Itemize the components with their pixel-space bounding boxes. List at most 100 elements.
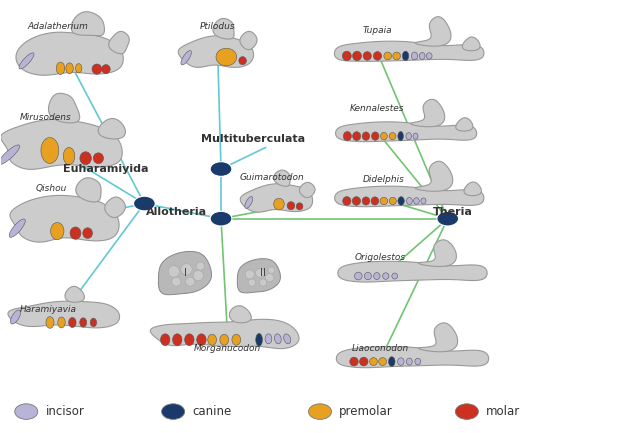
Ellipse shape xyxy=(381,132,387,140)
Ellipse shape xyxy=(362,132,370,140)
Ellipse shape xyxy=(208,334,216,345)
Ellipse shape xyxy=(389,197,396,205)
Ellipse shape xyxy=(370,358,378,365)
Polygon shape xyxy=(179,36,253,68)
Polygon shape xyxy=(300,182,315,197)
Text: Qishou: Qishou xyxy=(36,184,67,193)
Ellipse shape xyxy=(186,277,195,286)
Ellipse shape xyxy=(379,358,387,365)
Ellipse shape xyxy=(76,64,82,73)
Ellipse shape xyxy=(80,318,86,327)
Polygon shape xyxy=(419,323,458,352)
Ellipse shape xyxy=(9,219,26,237)
Text: Multituberculata: Multituberculata xyxy=(201,134,305,144)
Polygon shape xyxy=(1,120,122,169)
Polygon shape xyxy=(415,17,451,46)
Polygon shape xyxy=(65,286,84,302)
Ellipse shape xyxy=(46,317,54,328)
Ellipse shape xyxy=(173,334,182,346)
Ellipse shape xyxy=(383,273,389,279)
Ellipse shape xyxy=(10,310,20,324)
Ellipse shape xyxy=(353,132,361,141)
Polygon shape xyxy=(49,94,80,123)
Polygon shape xyxy=(462,37,480,51)
Ellipse shape xyxy=(70,227,81,239)
Circle shape xyxy=(308,404,332,419)
Text: Liaoconodon: Liaoconodon xyxy=(352,344,410,352)
Circle shape xyxy=(15,404,38,419)
Polygon shape xyxy=(213,19,234,39)
Ellipse shape xyxy=(380,197,388,205)
Ellipse shape xyxy=(232,334,241,345)
Ellipse shape xyxy=(398,197,404,205)
Ellipse shape xyxy=(412,52,418,60)
Polygon shape xyxy=(456,118,473,131)
Ellipse shape xyxy=(274,198,284,210)
Ellipse shape xyxy=(372,132,379,140)
Ellipse shape xyxy=(406,197,412,204)
Polygon shape xyxy=(16,32,124,75)
Ellipse shape xyxy=(56,62,65,74)
Ellipse shape xyxy=(80,152,92,165)
Ellipse shape xyxy=(355,272,362,280)
Ellipse shape xyxy=(413,133,418,139)
Ellipse shape xyxy=(255,268,265,278)
Ellipse shape xyxy=(352,197,360,205)
Polygon shape xyxy=(411,99,445,127)
Ellipse shape xyxy=(268,267,275,274)
Ellipse shape xyxy=(406,132,412,140)
Ellipse shape xyxy=(296,203,303,210)
Circle shape xyxy=(210,162,232,176)
Polygon shape xyxy=(338,262,487,282)
Polygon shape xyxy=(71,12,104,36)
Ellipse shape xyxy=(90,318,97,327)
Ellipse shape xyxy=(363,52,371,60)
Text: I: I xyxy=(184,268,188,278)
Text: II: II xyxy=(260,268,266,278)
Ellipse shape xyxy=(83,228,92,239)
Ellipse shape xyxy=(371,197,379,205)
Ellipse shape xyxy=(181,51,191,65)
Ellipse shape xyxy=(403,51,409,61)
Ellipse shape xyxy=(426,53,432,59)
Ellipse shape xyxy=(102,65,110,74)
Ellipse shape xyxy=(66,63,74,74)
Text: Haramiyavia: Haramiyavia xyxy=(20,305,77,314)
Ellipse shape xyxy=(239,57,246,65)
Polygon shape xyxy=(274,170,290,186)
Ellipse shape xyxy=(51,223,64,240)
Circle shape xyxy=(437,211,459,226)
Ellipse shape xyxy=(216,48,237,66)
Polygon shape xyxy=(76,178,101,202)
Text: premolar: premolar xyxy=(339,405,393,418)
Ellipse shape xyxy=(266,274,274,282)
Ellipse shape xyxy=(168,266,179,277)
Ellipse shape xyxy=(284,334,291,344)
Text: molar: molar xyxy=(486,405,520,418)
Circle shape xyxy=(162,404,184,419)
Ellipse shape xyxy=(349,357,358,366)
Ellipse shape xyxy=(193,270,204,281)
Polygon shape xyxy=(415,161,452,191)
Ellipse shape xyxy=(342,51,351,61)
Polygon shape xyxy=(10,195,119,242)
Polygon shape xyxy=(150,319,299,349)
Text: Origolestos: Origolestos xyxy=(355,253,406,262)
Ellipse shape xyxy=(342,197,351,205)
Ellipse shape xyxy=(248,279,255,286)
Ellipse shape xyxy=(161,334,170,346)
Ellipse shape xyxy=(275,334,281,344)
Ellipse shape xyxy=(397,358,404,365)
Text: Adalatherium: Adalatherium xyxy=(28,22,88,31)
Circle shape xyxy=(210,211,232,226)
Polygon shape xyxy=(109,31,129,54)
Circle shape xyxy=(456,404,478,419)
Ellipse shape xyxy=(93,153,104,164)
Ellipse shape xyxy=(353,51,362,61)
Ellipse shape xyxy=(196,262,204,270)
Ellipse shape xyxy=(19,53,34,69)
Ellipse shape xyxy=(393,52,401,60)
Ellipse shape xyxy=(415,358,420,365)
Ellipse shape xyxy=(343,132,351,141)
Text: Guimarotodon: Guimarotodon xyxy=(240,173,305,182)
